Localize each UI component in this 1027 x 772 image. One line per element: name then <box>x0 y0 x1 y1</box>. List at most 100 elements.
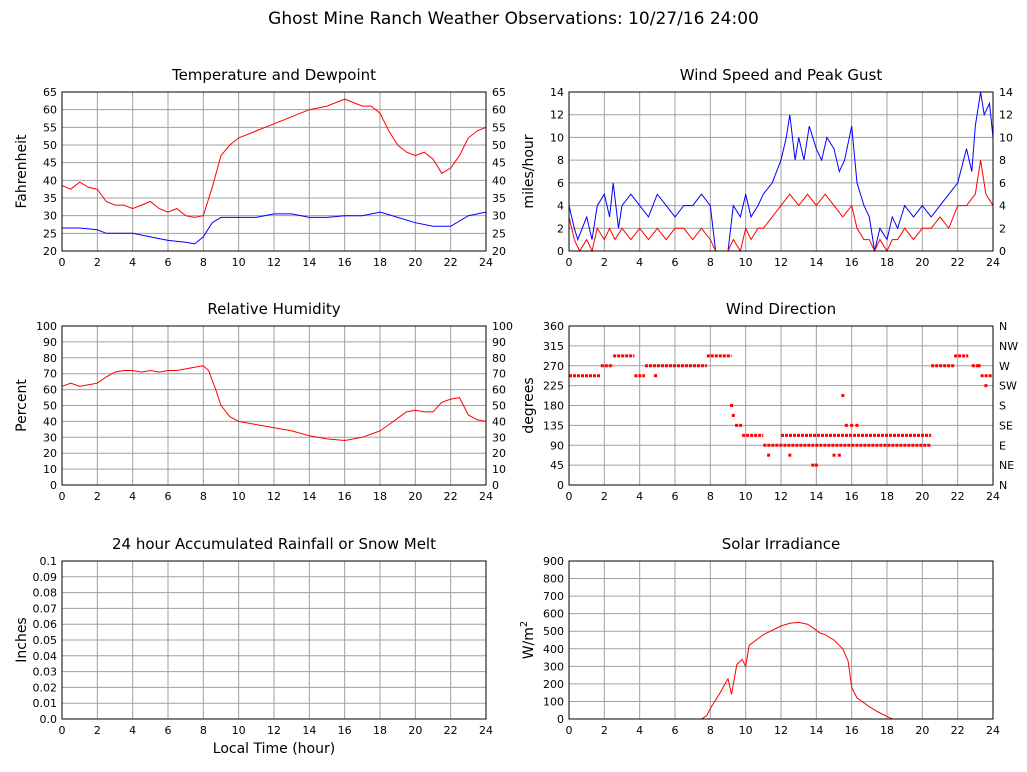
x-tick-label: 2 <box>601 256 608 269</box>
series-line-0 <box>569 621 993 720</box>
x-tick-label: 12 <box>774 724 788 737</box>
y-tick-label: 200 <box>543 678 564 691</box>
y-tick-label: 0.08 <box>33 587 58 600</box>
right-y-tick-label: 45 <box>492 157 506 170</box>
right-y-tick-label: 100 <box>492 320 513 333</box>
plot-area <box>62 365 486 442</box>
right-y-tick-label: 40 <box>492 174 506 187</box>
y-tick-label: 0.04 <box>33 650 58 663</box>
right-y-tick-label: 60 <box>492 104 506 117</box>
y-tick-label: 70 <box>43 368 57 381</box>
x-tick-label: 16 <box>845 490 859 503</box>
y-tick-label: 700 <box>543 590 564 603</box>
right-y-tick-label: 6 <box>999 177 1006 190</box>
y-tick-label: 315 <box>543 340 564 353</box>
direction-point <box>855 423 859 427</box>
x-tick-label: 12 <box>267 724 281 737</box>
x-tick-label: 8 <box>707 724 714 737</box>
y-tick-label: 10 <box>550 131 564 144</box>
right-y-tick-label: 90 <box>492 336 506 349</box>
plot-frame <box>568 560 994 720</box>
y-tick-label: 30 <box>43 210 57 223</box>
x-tick-label: 8 <box>707 256 714 269</box>
x-tick-label: 6 <box>165 490 172 503</box>
right-y-tick-label: 8 <box>999 154 1006 167</box>
x-tick-label: 20 <box>915 490 929 503</box>
direction-point <box>841 394 845 398</box>
y-tick-label: 60 <box>43 384 57 397</box>
right-y-tick-label: 30 <box>492 431 506 444</box>
x-tick-label: 4 <box>129 490 136 503</box>
x-tick-label: 22 <box>951 490 965 503</box>
x-tick-label: 24 <box>986 256 1000 269</box>
x-tick-label: 10 <box>739 256 753 269</box>
series-line-0 <box>62 365 486 442</box>
y-tick-label: 0 <box>557 713 564 726</box>
series-line-1 <box>569 160 993 252</box>
x-tick-label: 12 <box>267 256 281 269</box>
y-tick-label: 10 <box>43 463 57 476</box>
x-tick-label: 10 <box>739 724 753 737</box>
y-tick-label: 50 <box>43 400 57 413</box>
x-tick-label: 24 <box>986 490 1000 503</box>
x-tick-label: 18 <box>373 724 387 737</box>
y-tick-label: 180 <box>543 400 564 413</box>
x-tick-label: 24 <box>479 490 493 503</box>
x-tick-label: 18 <box>880 724 894 737</box>
direction-point <box>832 453 836 457</box>
x-tick-label: 20 <box>915 256 929 269</box>
y-tick-label: 900 <box>543 555 564 568</box>
x-tick-label: 6 <box>672 490 679 503</box>
chart-title: 24 hour Accumulated Rainfall or Snow Mel… <box>112 535 436 553</box>
x-tick-label: 24 <box>479 724 493 737</box>
right-y-tick-label: 65 <box>492 86 506 99</box>
y-tick-label: 0.02 <box>33 681 58 694</box>
direction-point <box>654 374 658 378</box>
y-tick-label: 225 <box>543 380 564 393</box>
y-axis-label: W/m2 <box>519 621 537 660</box>
y-tick-label: 0.0 <box>40 713 58 726</box>
x-tick-label: 0 <box>566 490 573 503</box>
y-tick-label: 40 <box>43 174 57 187</box>
y-tick-label: 14 <box>550 86 564 99</box>
right-y-tick-label: 70 <box>492 368 506 381</box>
y-tick-label: 25 <box>43 227 57 240</box>
y-tick-label: 45 <box>550 459 564 472</box>
chart-title: Relative Humidity <box>207 300 340 318</box>
x-tick-label: 6 <box>165 724 172 737</box>
y-tick-label: 0.01 <box>33 697 58 710</box>
direction-point <box>730 404 734 407</box>
x-tick-label: 4 <box>636 490 643 503</box>
right-y-tick-label: NE <box>999 459 1014 472</box>
x-tick-label: 18 <box>880 490 894 503</box>
y-axis-label: Percent <box>14 379 30 432</box>
y-tick-label: 35 <box>43 192 57 205</box>
x-tick-label: 22 <box>444 490 458 503</box>
x-tick-label: 18 <box>880 256 894 269</box>
x-tick-label: 14 <box>809 256 823 269</box>
x-tick-label: 22 <box>951 256 965 269</box>
direction-point <box>767 453 771 457</box>
y-tick-label: 360 <box>543 320 564 333</box>
right-y-tick-label: 0 <box>492 479 499 492</box>
direction-point <box>977 364 981 368</box>
x-tick-label: 10 <box>232 490 246 503</box>
x-tick-label: 10 <box>232 724 246 737</box>
right-y-tick-label: W <box>999 360 1010 373</box>
right-y-tick-label: 4 <box>999 200 1006 213</box>
y-axis-label: miles/hour <box>521 134 537 208</box>
y-tick-label: 0.06 <box>33 618 58 631</box>
x-tick-label: 4 <box>129 724 136 737</box>
x-tick-label: 4 <box>129 256 136 269</box>
y-tick-label: 2 <box>557 222 564 235</box>
right-y-tick-label: E <box>999 439 1006 452</box>
y-tick-label: 20 <box>43 245 57 258</box>
y-tick-label: 100 <box>543 695 564 708</box>
y-tick-label: 12 <box>550 109 564 122</box>
right-y-tick-label: N <box>999 479 1007 492</box>
y-axis-label: degrees <box>521 377 537 433</box>
